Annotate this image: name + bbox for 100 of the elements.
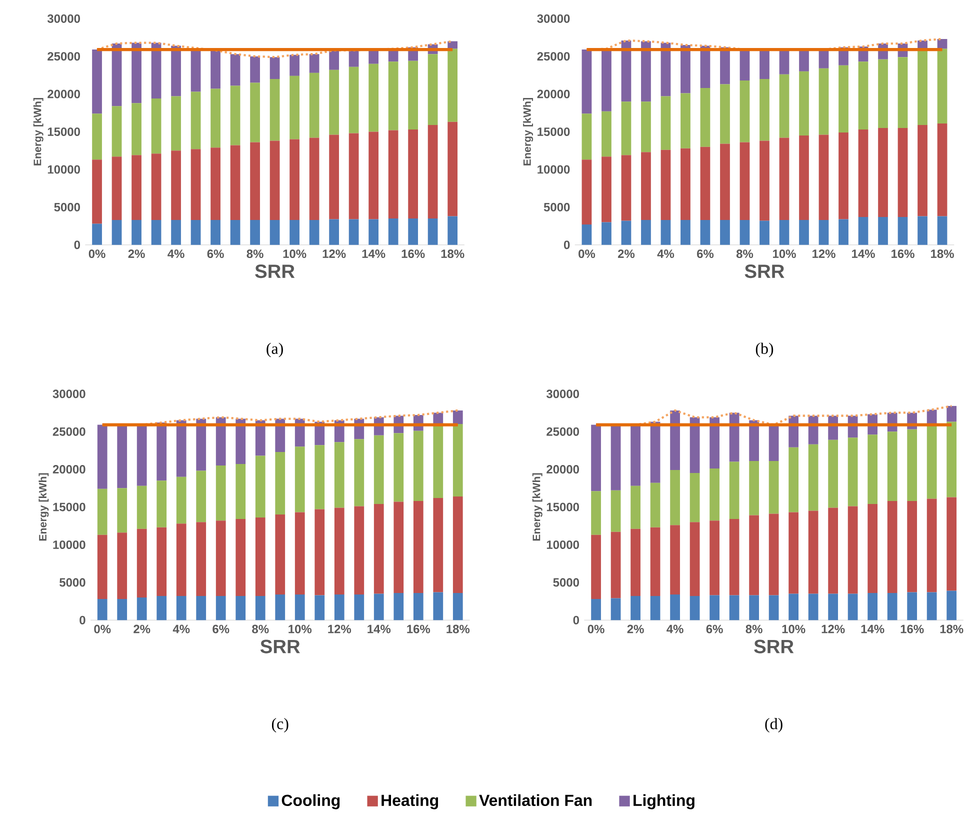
bar	[255, 517, 266, 596]
x-tick-label: 16%	[402, 249, 425, 258]
bar	[749, 460, 759, 516]
bar	[918, 216, 928, 245]
bar	[176, 420, 186, 477]
bar	[329, 134, 339, 220]
x-tick-label: 10%	[283, 249, 306, 258]
bar	[448, 41, 458, 49]
legend-label: Cooling	[282, 794, 340, 810]
bar	[868, 434, 878, 504]
x-tick-label: 2%	[627, 624, 644, 634]
bar	[602, 222, 612, 245]
bar	[275, 594, 286, 620]
bar	[368, 132, 378, 220]
bar	[151, 98, 162, 154]
bar	[946, 497, 957, 591]
bar	[680, 148, 690, 220]
bar	[428, 218, 438, 245]
bar	[196, 522, 206, 596]
bar	[760, 49, 770, 79]
bar	[670, 470, 680, 525]
bar	[710, 417, 720, 468]
bar	[670, 594, 680, 620]
bar	[92, 224, 102, 245]
bar	[641, 101, 651, 152]
bar	[799, 71, 809, 136]
bar	[582, 113, 592, 160]
bar	[236, 418, 246, 464]
x-tick-label: 14%	[362, 249, 386, 258]
bar	[452, 424, 463, 496]
y-tick-label: 25000	[48, 52, 80, 60]
bar	[196, 470, 206, 522]
bar	[275, 452, 286, 514]
bar	[720, 47, 730, 84]
bar	[630, 596, 640, 620]
x-tick-label: 16%	[892, 249, 914, 258]
bar	[210, 50, 220, 89]
bar	[290, 139, 300, 220]
bar	[216, 596, 226, 620]
bar	[132, 42, 142, 103]
bar	[348, 66, 359, 134]
y-tick-label: 30000	[537, 14, 570, 23]
y-axis-title: Energy [kWh]	[33, 98, 44, 166]
bar	[621, 40, 632, 102]
bar	[799, 220, 809, 245]
x-tick-label: 18%	[931, 249, 954, 258]
x-tick-label: 0%	[578, 249, 596, 258]
bar	[117, 424, 128, 488]
y-tick-label: 10000	[538, 165, 570, 174]
bar	[779, 49, 790, 74]
legend-label: Ventilation Fan	[479, 794, 592, 806]
bar	[294, 512, 305, 594]
bar	[156, 596, 167, 620]
x-tick-label: 10%	[773, 249, 796, 258]
bar	[710, 520, 720, 596]
bar	[255, 456, 266, 518]
x-axis-title: SRR	[754, 640, 794, 654]
y-axis-title: Energy [kWh]	[532, 473, 542, 540]
x-tick-label: 16%	[900, 624, 924, 634]
bar	[858, 129, 868, 217]
bar	[210, 220, 220, 245]
bar	[700, 146, 710, 220]
bar	[907, 592, 918, 620]
bar	[374, 435, 384, 504]
bar	[374, 594, 384, 620]
x-tick-label: 14%	[852, 249, 875, 258]
bar	[250, 220, 260, 245]
bar	[610, 490, 621, 532]
bar	[448, 216, 458, 245]
bar	[848, 437, 858, 506]
bar	[768, 595, 779, 620]
bar	[388, 130, 398, 218]
x-tick-label: 4%	[657, 249, 674, 258]
bar	[413, 430, 424, 501]
bar	[270, 140, 280, 220]
x-tick-label: 6%	[212, 624, 230, 634]
bar	[176, 523, 186, 596]
x-tick-label: 14%	[368, 624, 391, 634]
bar	[630, 424, 640, 486]
bar	[250, 56, 260, 83]
bar	[650, 422, 660, 483]
y-axis-title: Energy [kWh]	[38, 473, 49, 540]
bar	[740, 220, 750, 245]
bar	[710, 468, 720, 520]
bar	[354, 506, 364, 594]
y-tick-label: 0	[80, 616, 86, 624]
bar	[388, 61, 398, 130]
bar	[270, 56, 280, 79]
y-tick-label: 10000	[53, 540, 86, 549]
bar	[660, 220, 671, 245]
bar	[838, 65, 848, 132]
bar	[937, 38, 948, 49]
text: (d)	[765, 718, 782, 732]
y-tick-label: 15000	[538, 127, 570, 136]
bar	[250, 82, 260, 142]
text: (a)	[266, 342, 283, 358]
bar	[428, 124, 438, 218]
bar	[650, 482, 660, 528]
x-tick-label: 0%	[88, 249, 106, 258]
bar	[156, 422, 167, 480]
